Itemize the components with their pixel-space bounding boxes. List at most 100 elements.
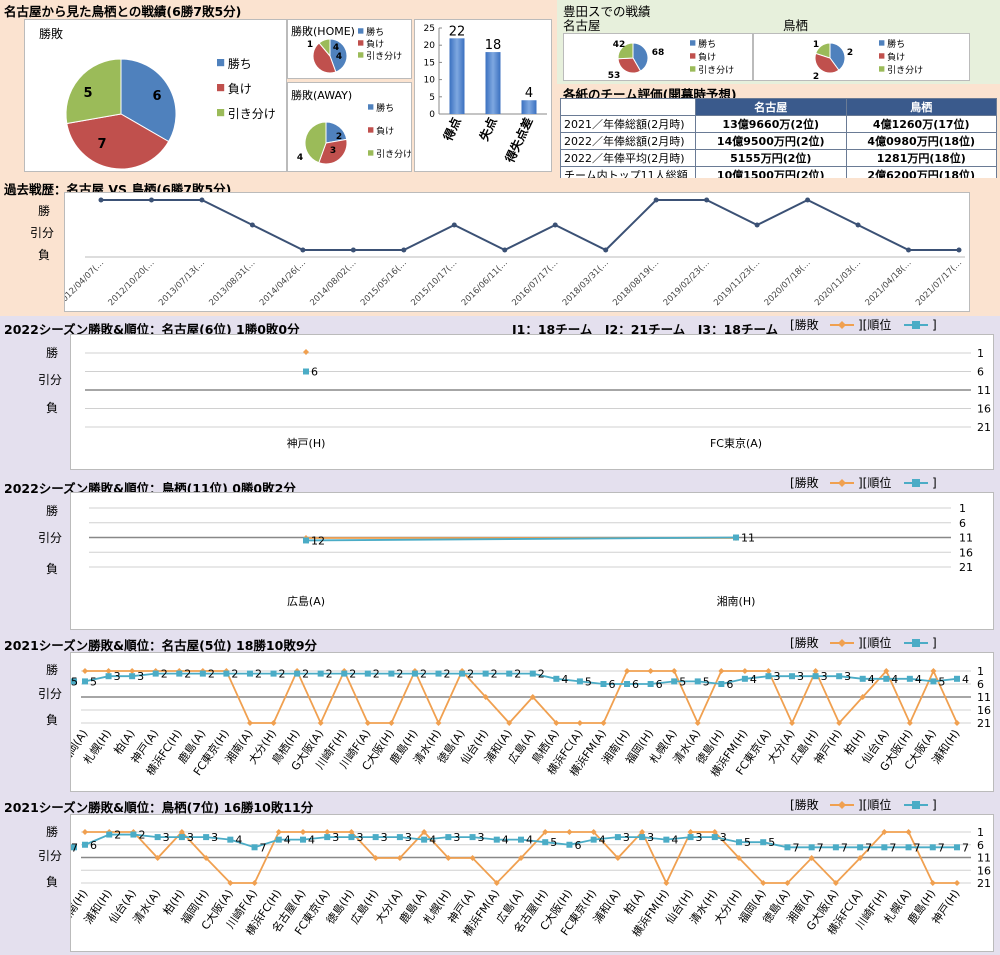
season2022-tosu-legend: [勝敗][順位]: [790, 474, 1000, 492]
x-tick-label: 神戸(H): [287, 436, 326, 450]
rank-point: [542, 839, 549, 846]
rank-point: [836, 673, 843, 680]
result-point: [372, 855, 379, 861]
rank-point: [905, 844, 912, 851]
evaluation-header-row: 名古屋 鳥栖: [560, 98, 997, 116]
pie-value-label: 2: [336, 132, 342, 142]
result-point: [518, 855, 524, 861]
rank-value-label: 2: [138, 829, 145, 842]
legend-end-label: ]: [932, 798, 937, 812]
overall-title: 名古屋から見た鳥栖との戦績(6勝7敗5分): [4, 4, 242, 19]
x-tick-label: 2020/11/03(…: [813, 258, 863, 308]
rank-value-label: 2: [231, 668, 238, 681]
legend-result-label: [勝敗: [790, 475, 819, 490]
rank-value-label: 3: [647, 831, 654, 844]
rank-value-label: 2: [302, 668, 309, 681]
result-point: [765, 668, 772, 674]
rank-point: [223, 670, 230, 677]
x-tick-label: 2019/11/23(…: [712, 258, 762, 308]
ylabel-draw: 引分: [38, 373, 63, 387]
result-point: [566, 829, 573, 835]
pie-value-label: 2: [847, 48, 853, 58]
rank-point: [411, 670, 418, 677]
rank-tick-label: 1: [959, 502, 966, 515]
ylabel-draw: 引分: [38, 849, 63, 863]
rank-tick-label: 1: [977, 347, 984, 360]
pie-slice: [66, 113, 170, 170]
result-point: [82, 829, 88, 835]
rank-point: [341, 670, 348, 677]
season2022-tosu-panel: 2022シーズン勝敗&順位：鳥栖(11位) 0勝0敗2分 [勝敗][順位] 勝 …: [0, 474, 1000, 634]
y-tick-label: 0: [429, 110, 435, 120]
rank-value-label: 3: [187, 831, 194, 844]
season2021-tosu-panel: 2021シーズン勝敗&順位：鳥栖(7位) 16勝10敗11分 [勝敗][順位] …: [0, 796, 1000, 955]
rank-tick-label: 1: [977, 665, 984, 678]
rank-point: [303, 537, 309, 544]
result-point: [324, 829, 331, 835]
rank-series-line: [84, 672, 958, 685]
rank-point: [469, 834, 476, 841]
rank-value-label: 7: [962, 841, 969, 854]
toyota-nagoya-label: 名古屋: [563, 18, 601, 33]
season2022-nagoya-panel: 2022シーズン勝敗&順位：名古屋(6位) 1勝0敗0分 J1：18チーム J2…: [0, 316, 1000, 474]
legend-swatch: [358, 52, 364, 58]
rank-value-label: 5: [744, 836, 751, 849]
rank-value-label: 3: [696, 831, 703, 844]
y-tick-label: 5: [429, 93, 435, 103]
result-point: [590, 829, 597, 835]
x-tick-label: 得失点差: [501, 115, 535, 166]
pie-slice: [65, 58, 122, 125]
rank-value-label: 3: [211, 831, 218, 844]
rank-value-label: 5: [585, 675, 592, 688]
rank-point: [105, 673, 112, 680]
rank-point: [647, 681, 654, 687]
rank-value-label: 7: [817, 841, 824, 854]
result-point: [711, 829, 718, 835]
history-point: [401, 247, 407, 253]
rank-point: [270, 670, 277, 677]
rank-point: [493, 836, 500, 843]
history-ylabel-win: 勝: [38, 204, 51, 218]
legend-label: 勝ち: [228, 56, 252, 71]
rank-value-label: 2: [491, 668, 498, 681]
x-tick-label: 2015/10/17(…: [409, 258, 459, 308]
legend-label: 引き分け: [698, 65, 734, 76]
pie-value-label: 1: [307, 40, 313, 50]
rank-point: [246, 670, 253, 677]
season2021-tosu-title: 2021シーズン勝敗&順位：鳥栖(7位) 16勝10敗11分: [4, 800, 314, 815]
rank-point: [765, 673, 772, 680]
toyota-nagoya-box: 68 53 42 勝ち 負け 引き分け: [563, 33, 753, 81]
rank-point: [518, 836, 524, 843]
rank-value-label: 3: [137, 670, 144, 683]
rank-value-label: 3: [356, 831, 363, 844]
result-point: [760, 880, 767, 886]
history-point: [199, 197, 205, 203]
tosu-value: 1281万円(18位): [845, 149, 997, 167]
legend-label: 負け: [376, 125, 394, 137]
result-point: [857, 855, 864, 861]
overall-pie-title: 勝敗: [39, 27, 64, 41]
table-row: 2021／年俸総額(2月時) 13億9660万(2位) 4億1260万(17位): [560, 115, 997, 133]
history-point: [350, 247, 356, 253]
rank-value-label: 4: [561, 673, 568, 686]
rank-point: [553, 675, 560, 682]
legend-result-label: [勝敗: [790, 797, 819, 812]
rank-point: [881, 844, 888, 851]
legend-result-marker: [838, 321, 846, 329]
home-pie-title: 勝敗(HOME): [291, 25, 355, 38]
result-point: [954, 720, 960, 726]
ylabel-loss: 負: [46, 713, 59, 727]
rank-point: [396, 834, 403, 841]
rank-point: [789, 673, 796, 680]
result-point: [832, 880, 839, 886]
history-ylabel-draw: 引分: [30, 226, 55, 240]
rank-value-label: 3: [114, 670, 121, 683]
history-point: [653, 197, 659, 203]
legend-rank-label: ][順位: [858, 797, 891, 812]
rank-value-label: 2: [208, 668, 215, 681]
legend-swatch: [358, 40, 364, 46]
away-pie-title: 勝敗(AWAY): [291, 89, 353, 102]
rank-value-label: 3: [478, 831, 485, 844]
legend-result-label: [勝敗: [790, 635, 819, 650]
